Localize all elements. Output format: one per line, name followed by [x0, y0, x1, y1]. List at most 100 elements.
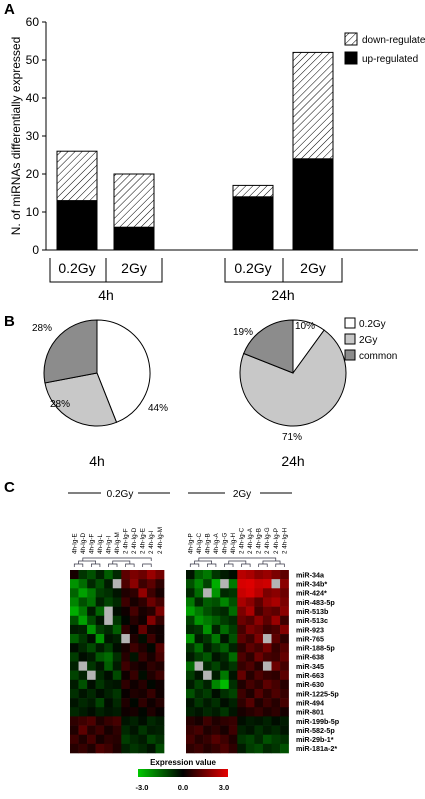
heatmap-cell — [146, 679, 156, 690]
bar-axis: 0 10 20 30 40 50 60 — [26, 15, 418, 257]
column-label: 4h-Ig-P — [187, 533, 194, 554]
heatmap-cell — [129, 624, 139, 635]
heatmap-cell — [112, 570, 122, 580]
heatmap-cell — [138, 634, 148, 644]
dendrogram-branch — [112, 560, 131, 564]
heatmap-cell — [271, 698, 281, 708]
heatmap-cell — [280, 734, 289, 745]
column-label: 4h-Ig-C — [196, 533, 203, 554]
heatmap-cell — [280, 615, 289, 626]
heatmap-cell — [121, 570, 131, 580]
heatmap-cell — [87, 634, 96, 644]
heatmap-cell — [186, 615, 195, 626]
colorbar-title: Expression value — [150, 758, 216, 767]
row-label: miR-513b — [296, 607, 329, 616]
pie-slice-common — [43, 319, 98, 384]
heatmap-cell — [271, 743, 281, 754]
group-label-2Gy: 2Gy — [233, 489, 251, 500]
heatmap-cell — [237, 725, 247, 735]
heatmap-cell — [112, 716, 122, 726]
heatmap-cell — [146, 661, 156, 671]
heatmap-cell — [245, 734, 255, 745]
heatmap-cell — [203, 716, 212, 726]
heatmap-cell — [194, 716, 204, 726]
heatmap-cell — [112, 670, 122, 681]
heatmap-cell — [203, 679, 212, 690]
heatmap-cell — [211, 597, 221, 607]
colorbar: Expression value -3.0 0.0 3.0 — [136, 758, 230, 792]
heatmap-cell — [112, 707, 122, 717]
category-label: 0.2Gy — [234, 260, 271, 276]
y-axis-label: N. of miRNAs differentially expressed — [9, 37, 23, 236]
heatmap-cell — [237, 734, 247, 745]
heatmap-cell — [254, 670, 264, 681]
heatmap-cell — [138, 624, 148, 635]
heatmap-cell — [104, 634, 114, 644]
heatmap-cell — [186, 652, 195, 662]
heatmap-cell — [220, 707, 230, 717]
heatmap-cell — [78, 597, 88, 607]
heatmap-cell — [121, 734, 131, 745]
heatmap-cell — [211, 634, 221, 644]
heatmap-cell — [237, 643, 247, 653]
heatmap-cell — [112, 588, 122, 598]
heatmap-cell — [262, 716, 272, 726]
heatmap-cell — [186, 670, 195, 681]
heatmap-cell — [87, 606, 96, 617]
heatmap-cell — [129, 716, 139, 726]
heatmap-cell — [262, 597, 272, 607]
heatmap-cell — [70, 743, 79, 754]
heatmap-cell — [280, 670, 289, 681]
heatmap-cell — [87, 679, 96, 690]
heatmap-cell — [237, 597, 247, 607]
heatmap-cell — [70, 679, 79, 690]
heatmap-cell — [228, 652, 238, 662]
heatmap-cell — [87, 716, 96, 726]
row-label: miR-765 — [296, 634, 324, 643]
heatmap-cell — [262, 698, 272, 708]
heatmap-cell — [186, 661, 195, 671]
heatmap-cell — [220, 716, 230, 726]
heatmap-cell — [280, 652, 289, 662]
heatmap-cell — [228, 661, 238, 671]
heatmap-cell — [211, 698, 221, 708]
heatmap-cell — [271, 579, 281, 589]
heatmap-cell — [155, 688, 165, 699]
heatmap-cell — [254, 597, 264, 607]
heatmap-cell — [70, 661, 79, 671]
heatmap-cell — [211, 579, 221, 589]
legend-label-down-regulated: down-regulated — [362, 35, 425, 46]
heatmap-cell — [104, 624, 114, 635]
heatmap-cell — [262, 743, 272, 754]
heatmap-cell — [186, 624, 195, 635]
heatmap-cell — [203, 615, 212, 626]
dendrogram-branch — [228, 560, 247, 564]
heatmap-cell — [78, 679, 88, 690]
heatmap-cell — [70, 698, 79, 708]
heatmap-cell — [129, 725, 139, 735]
heatmap-cell — [138, 670, 148, 681]
heatmap-cell — [228, 716, 238, 726]
dendrogram-branch — [82, 557, 152, 561]
heatmap-cell — [271, 643, 281, 653]
pie-charts: 44% 28% 28% 4h 10% 71% 19% 24h — [32, 319, 347, 469]
heatmap-cell — [104, 679, 114, 690]
heatmap-cell — [87, 579, 96, 589]
heatmap-cell — [228, 698, 238, 708]
heatmap-cell — [228, 588, 238, 598]
heatmap-cell — [146, 734, 156, 745]
heatmap-cell — [194, 688, 204, 699]
heatmap-cell — [78, 698, 88, 708]
dendrogram-branch — [91, 563, 101, 567]
heatmap-cell — [245, 652, 255, 662]
heatmap-cell — [271, 570, 281, 580]
heatmap-cell — [228, 579, 238, 589]
pie-slice-label: 71% — [282, 432, 302, 443]
pie-title: 24h — [281, 453, 304, 469]
heatmap-cell — [155, 734, 165, 745]
heatmap-cell — [194, 615, 204, 626]
heatmap-cell — [245, 615, 255, 626]
dendrogram-branch — [224, 563, 234, 567]
row-label: miR-663 — [296, 671, 324, 680]
legend-label-0.2Gy: 0.2Gy — [359, 319, 386, 330]
